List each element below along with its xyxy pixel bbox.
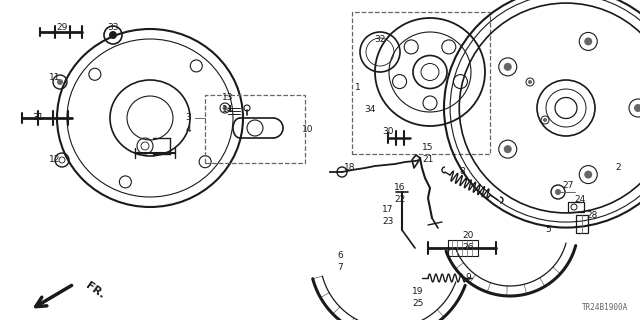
Text: 1: 1 xyxy=(355,84,361,92)
Text: 34: 34 xyxy=(364,106,376,115)
Text: 13: 13 xyxy=(222,93,234,102)
Text: 27: 27 xyxy=(563,180,573,189)
Circle shape xyxy=(223,106,227,110)
Circle shape xyxy=(528,80,532,84)
Text: 32: 32 xyxy=(374,36,386,44)
Text: 20: 20 xyxy=(462,230,474,239)
Text: 4: 4 xyxy=(185,125,191,134)
Bar xyxy=(576,215,588,233)
Text: 2: 2 xyxy=(615,164,621,172)
Text: 12: 12 xyxy=(49,156,61,164)
Text: 25: 25 xyxy=(412,300,424,308)
Text: 23: 23 xyxy=(382,218,394,227)
Text: 3: 3 xyxy=(185,114,191,123)
Bar xyxy=(352,12,490,154)
Text: 28: 28 xyxy=(586,211,598,220)
Text: 19: 19 xyxy=(412,287,424,297)
Circle shape xyxy=(555,189,561,195)
Text: 7: 7 xyxy=(337,262,343,271)
Text: 16: 16 xyxy=(394,183,406,193)
Text: 8: 8 xyxy=(459,167,465,177)
Circle shape xyxy=(504,63,512,71)
Text: 31: 31 xyxy=(32,114,44,123)
Text: 18: 18 xyxy=(344,164,356,172)
Circle shape xyxy=(57,79,63,85)
Text: 9: 9 xyxy=(465,274,471,283)
Text: TR24B1900A: TR24B1900A xyxy=(582,303,628,312)
Text: 17: 17 xyxy=(382,205,394,214)
Text: 24: 24 xyxy=(574,196,586,204)
Circle shape xyxy=(109,31,117,39)
Bar xyxy=(205,95,305,163)
Text: 33: 33 xyxy=(108,23,119,33)
Text: 29: 29 xyxy=(56,23,68,33)
Text: 15: 15 xyxy=(422,143,434,153)
Text: 26: 26 xyxy=(462,243,474,252)
Circle shape xyxy=(504,145,512,153)
Text: 30: 30 xyxy=(382,127,394,137)
Text: 22: 22 xyxy=(394,196,406,204)
Text: 11: 11 xyxy=(49,74,61,83)
Circle shape xyxy=(543,118,547,122)
Circle shape xyxy=(584,37,592,45)
Bar xyxy=(568,202,584,212)
Circle shape xyxy=(584,171,592,179)
Bar xyxy=(448,240,478,256)
Text: FR.: FR. xyxy=(84,280,106,300)
Circle shape xyxy=(634,104,640,112)
Text: 10: 10 xyxy=(302,125,314,134)
Text: 14: 14 xyxy=(222,106,234,115)
Text: 6: 6 xyxy=(337,251,343,260)
Text: 21: 21 xyxy=(422,156,434,164)
Text: 5: 5 xyxy=(545,226,551,235)
